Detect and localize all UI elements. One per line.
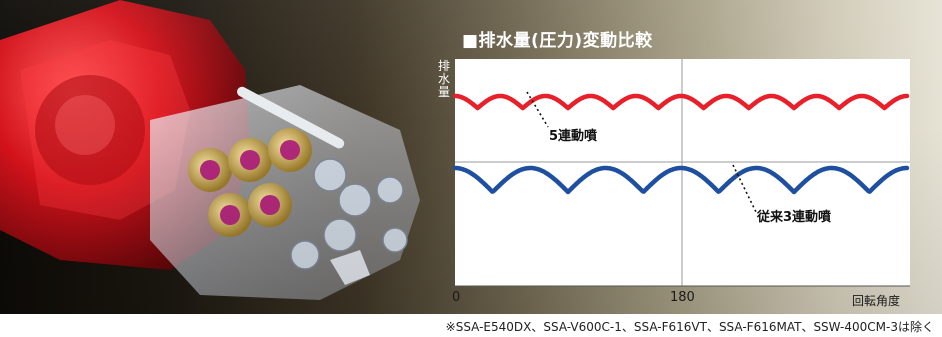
x-tick-0: 0: [452, 290, 461, 305]
series-label-3: 従来3連動噴: [756, 209, 831, 225]
x-tick-180: 180: [670, 290, 695, 305]
footnote: ※SSA-E540DX、SSA-V600C-1、SSA-F616VT、SSA-F…: [445, 320, 934, 334]
annotation-leader-3: [732, 164, 757, 213]
series-label-5: 5連動噴: [549, 128, 597, 144]
annotation-leader-5: [526, 91, 549, 128]
series-line-3: [452, 165, 910, 195]
x-axis-label: 回転角度: [852, 294, 901, 308]
series-line-5: [452, 93, 910, 111]
